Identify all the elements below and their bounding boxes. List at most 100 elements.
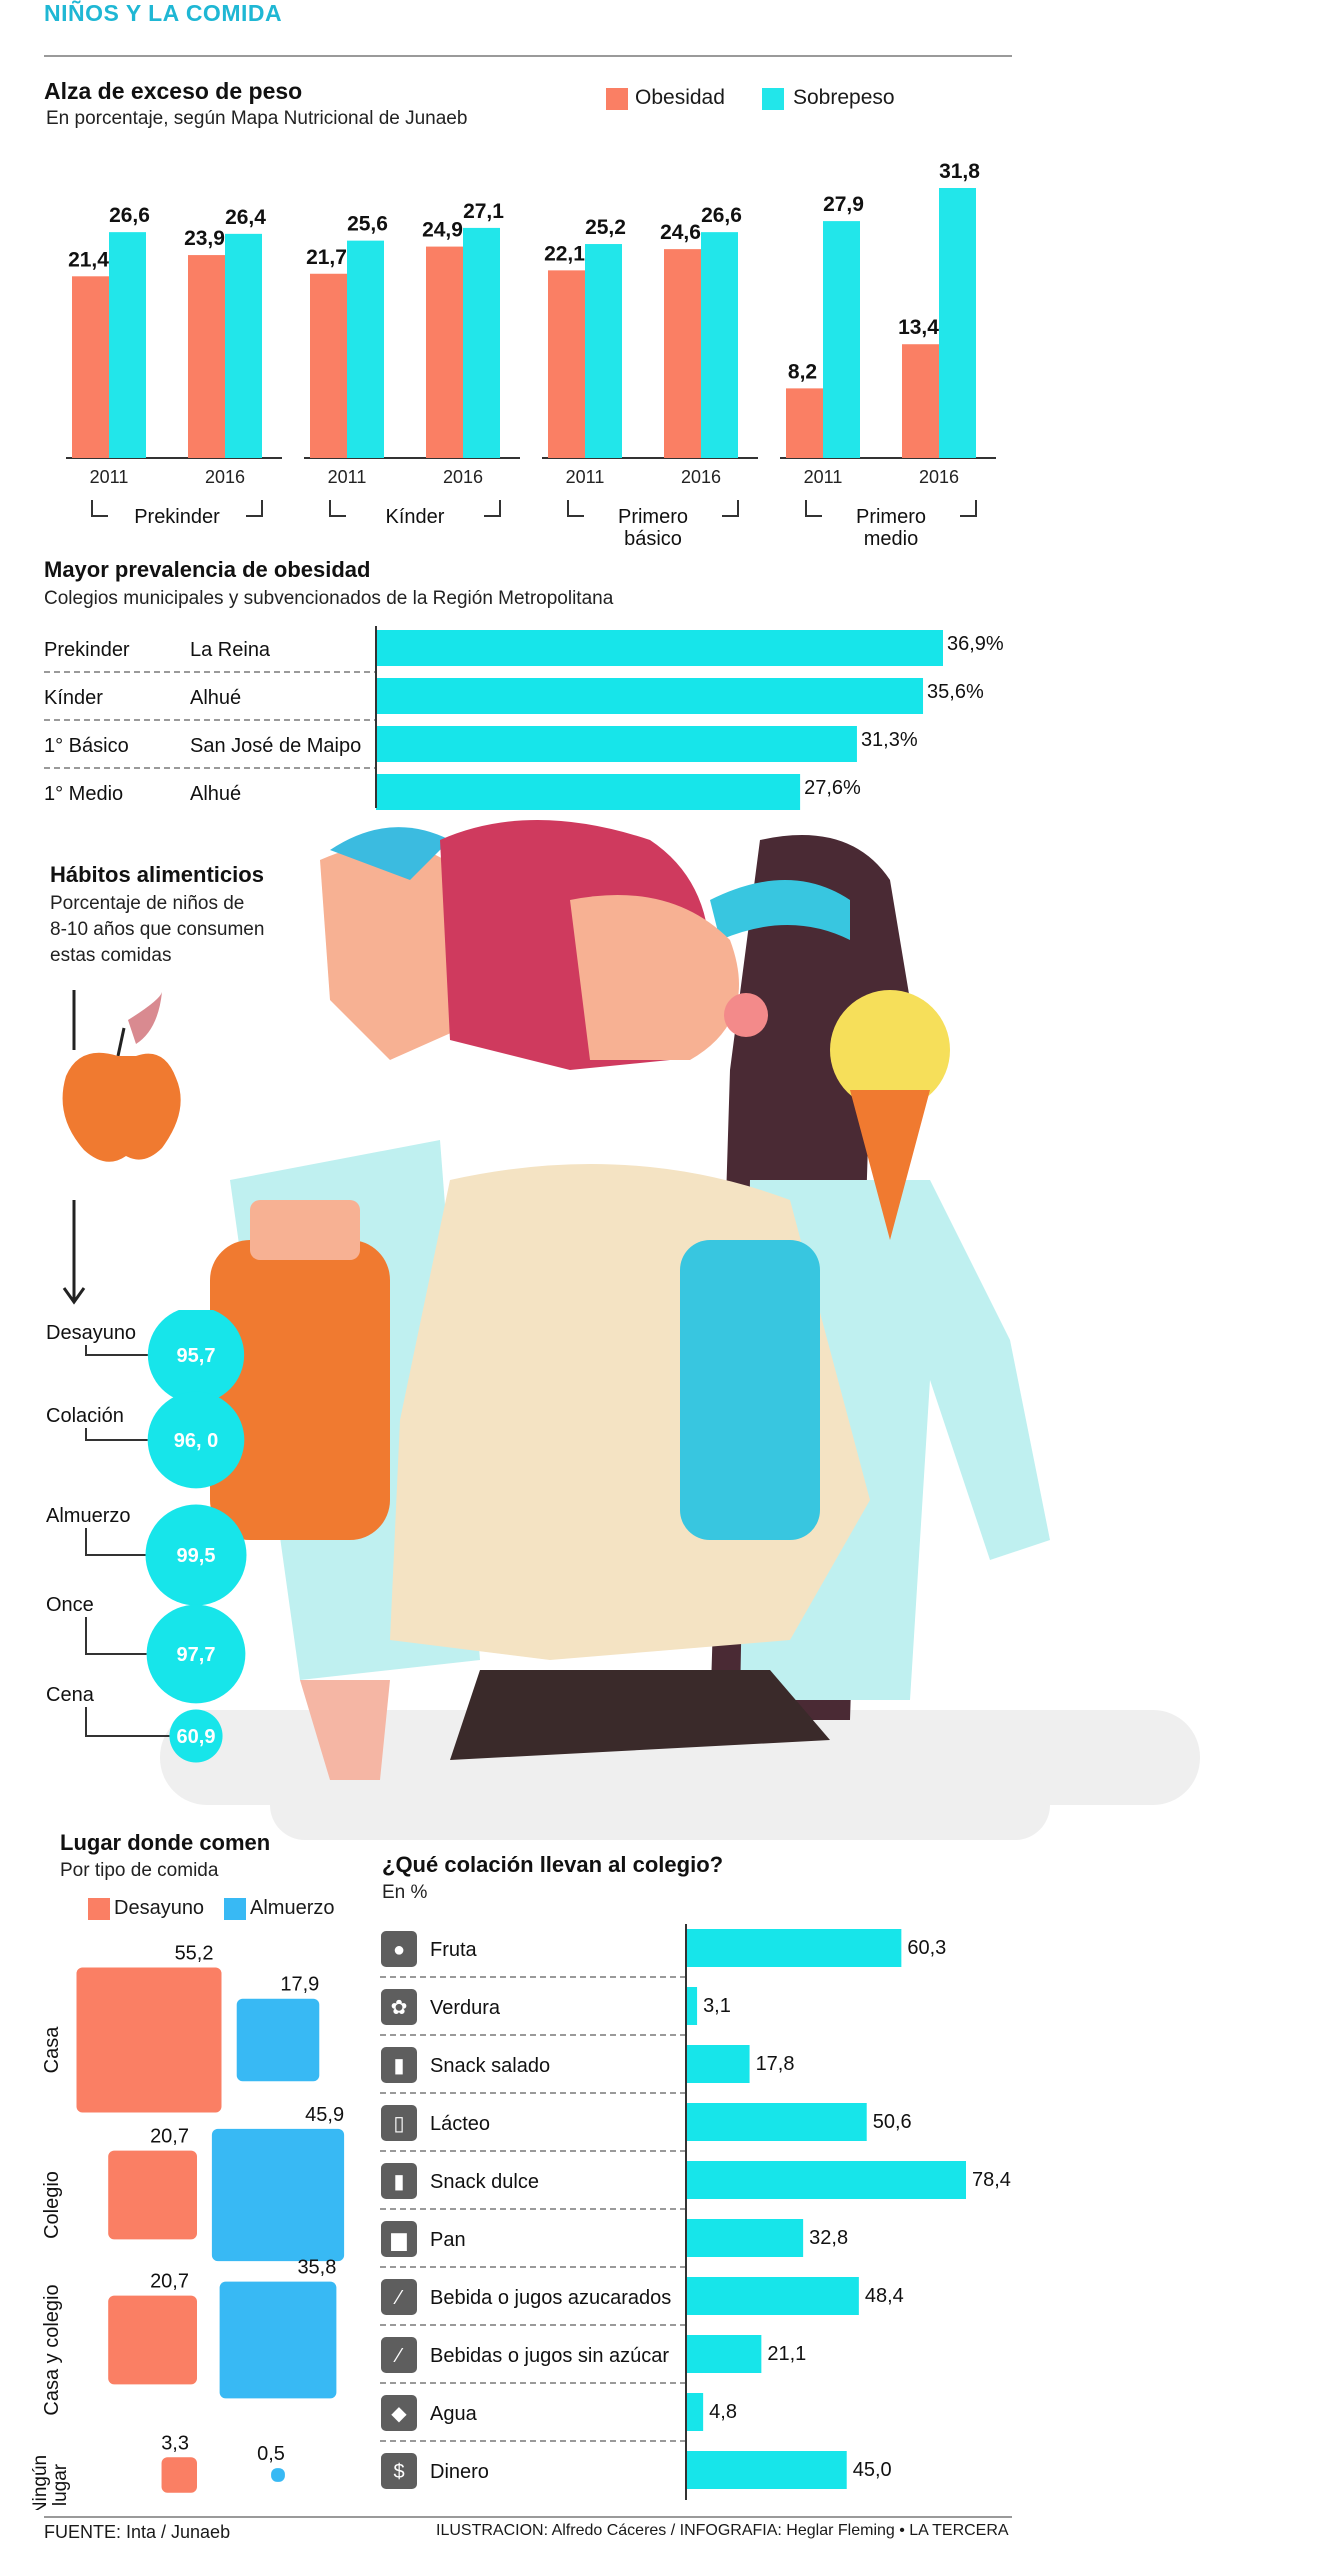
meal-value: 95,7 bbox=[177, 1345, 216, 1367]
colacion-label: Verdura bbox=[430, 1997, 501, 2019]
prevalencia-level: Prekinder bbox=[44, 639, 130, 661]
children-illustration bbox=[160, 820, 1200, 1840]
colacion-label: Bebidas o jugos sin azúcar bbox=[430, 2345, 669, 2367]
value-label-sobrepeso: 25,6 bbox=[347, 213, 388, 236]
almuerzo-value: 0,5 bbox=[257, 2443, 285, 2465]
habitos-subtitle-2: 8-10 años que consumen bbox=[50, 919, 265, 940]
year-label: 2016 bbox=[443, 467, 483, 487]
meal-circle bbox=[146, 1604, 246, 1704]
water-drop-icon bbox=[381, 2395, 417, 2431]
meal-label: Desayuno bbox=[46, 1322, 136, 1344]
colacion-label: Agua bbox=[430, 2403, 478, 2425]
bar-obesidad bbox=[664, 249, 701, 458]
group-label-line2: básico bbox=[624, 528, 682, 550]
candy-bag-icon bbox=[381, 2163, 417, 2199]
place-label-line1: Ningún bbox=[30, 2455, 51, 2510]
group-label-line1: Primero bbox=[856, 506, 926, 528]
colacion-value: 21,1 bbox=[767, 2343, 806, 2365]
apple-icon-glyph: ● bbox=[393, 1939, 405, 1961]
money-icon-glyph: $ bbox=[393, 2461, 404, 2483]
milk-icon bbox=[381, 2105, 417, 2141]
group-label-line1: Primero bbox=[618, 506, 688, 528]
meal-label: Almuerzo bbox=[46, 1505, 130, 1527]
prevalencia-bar bbox=[376, 630, 943, 666]
milk-icon-glyph: ▯ bbox=[393, 2113, 404, 2135]
bread-icon-glyph: ▆ bbox=[390, 2229, 407, 2251]
colacion-label: Bebida o jugos azucarados bbox=[430, 2287, 671, 2309]
value-label-obesidad: 21,4 bbox=[68, 248, 109, 271]
group-bracket-left bbox=[329, 500, 346, 517]
colacion-bar bbox=[686, 2335, 762, 2373]
colacion-subtitle: En % bbox=[382, 1882, 428, 1903]
year-label: 2011 bbox=[804, 467, 843, 487]
year-label: 2016 bbox=[681, 467, 721, 487]
legend-sobrepeso-swatch bbox=[762, 88, 784, 110]
bar-obesidad bbox=[188, 255, 225, 458]
prevalencia-bar bbox=[376, 774, 801, 810]
desayuno-value: 20,7 bbox=[150, 2126, 189, 2148]
bar-obesidad bbox=[786, 388, 823, 458]
bar-obesidad bbox=[548, 270, 585, 458]
prevalencia-level: 1° Básico bbox=[44, 735, 129, 757]
prevalencia-value: 36,9% bbox=[947, 633, 1004, 655]
colacion-bar bbox=[686, 2219, 804, 2257]
prevalencia-value: 31,3% bbox=[861, 729, 918, 751]
apple-illustration bbox=[62, 990, 181, 1305]
meal-circle bbox=[147, 1310, 245, 1404]
year-label: 2011 bbox=[566, 467, 605, 487]
colacion-label: Lácteo bbox=[430, 2113, 490, 2135]
bar-obesidad bbox=[72, 276, 109, 458]
colacion-label: Dinero bbox=[430, 2461, 489, 2483]
exceso-subtitle: En porcentaje, según Mapa Nutricional de… bbox=[46, 108, 468, 129]
square-desayuno bbox=[161, 2457, 197, 2493]
candy-bag-icon-glyph: ▮ bbox=[393, 2171, 404, 2193]
meal-leader bbox=[85, 1428, 148, 1441]
bar-sobrepeso bbox=[701, 232, 738, 458]
colacion-bar bbox=[686, 1929, 902, 1967]
prevalencia-value: 27,6% bbox=[804, 777, 861, 799]
value-label-sobrepeso: 26,6 bbox=[701, 204, 742, 227]
desayuno-value: 55,2 bbox=[175, 1943, 214, 1965]
exceso-title: Alza de exceso de peso bbox=[44, 78, 303, 104]
group-bracket-left bbox=[567, 500, 584, 517]
value-label-sobrepeso: 26,6 bbox=[109, 204, 150, 227]
value-label-sobrepeso: 26,4 bbox=[225, 206, 266, 229]
legend-obesidad-swatch bbox=[606, 88, 628, 110]
colacion-bar bbox=[686, 2161, 966, 2199]
place-label: Casa bbox=[41, 2026, 63, 2074]
group-bracket-right bbox=[722, 500, 739, 517]
colacion-bar bbox=[686, 2393, 704, 2431]
prevalencia-level: Kínder bbox=[44, 687, 103, 709]
prevalencia-place: San José de Maipo bbox=[190, 735, 361, 757]
prevalencia-bar bbox=[376, 678, 924, 714]
sugary-bottle-icon bbox=[381, 2279, 417, 2315]
legend-desayuno-swatch bbox=[88, 1898, 110, 1920]
value-label-obesidad: 22,1 bbox=[544, 242, 585, 265]
desayuno-value: 20,7 bbox=[150, 2271, 189, 2293]
group-bracket-right bbox=[960, 500, 977, 517]
colacion-chart: ● Fruta 60,3 ✿ Verdura 3,1 ▮ Snack salado 17,8 ▯ L… bbox=[380, 1924, 1011, 2500]
colacion-value: 45,0 bbox=[853, 2459, 892, 2481]
group-label-line2: medio bbox=[864, 528, 918, 550]
almuerzo-value: 35,8 bbox=[297, 2257, 336, 2279]
group-bracket-left bbox=[805, 500, 822, 517]
legend-almuerzo-swatch bbox=[224, 1898, 246, 1920]
value-label-sobrepeso: 31,8 bbox=[939, 160, 980, 183]
colacion-bar bbox=[686, 2103, 867, 2141]
colacion-label: Fruta bbox=[430, 1939, 478, 1961]
lettuce-icon-glyph: ✿ bbox=[391, 1997, 408, 2019]
value-label-obesidad: 8,2 bbox=[788, 360, 817, 383]
lugar-title: Lugar donde comen bbox=[60, 1830, 271, 1855]
group-label: Prekinder bbox=[134, 506, 220, 528]
footer-source: FUENTE: Inta / Junaeb bbox=[44, 2522, 231, 2542]
legend-desayuno-label: Desayuno bbox=[114, 1897, 205, 1919]
colacion-value: 60,3 bbox=[907, 1937, 946, 1959]
colacion-label: Pan bbox=[430, 2229, 466, 2251]
place-label: Casa y colegio bbox=[41, 2284, 63, 2415]
habitos-subtitle-3: estas comidas bbox=[50, 945, 172, 966]
bar-sobrepeso bbox=[823, 221, 860, 458]
meal-leader bbox=[85, 1345, 148, 1356]
prevalencia-title: Mayor prevalencia de obesidad bbox=[44, 557, 371, 582]
value-label-obesidad: 21,7 bbox=[306, 246, 347, 269]
bar-sobrepeso bbox=[585, 244, 622, 458]
